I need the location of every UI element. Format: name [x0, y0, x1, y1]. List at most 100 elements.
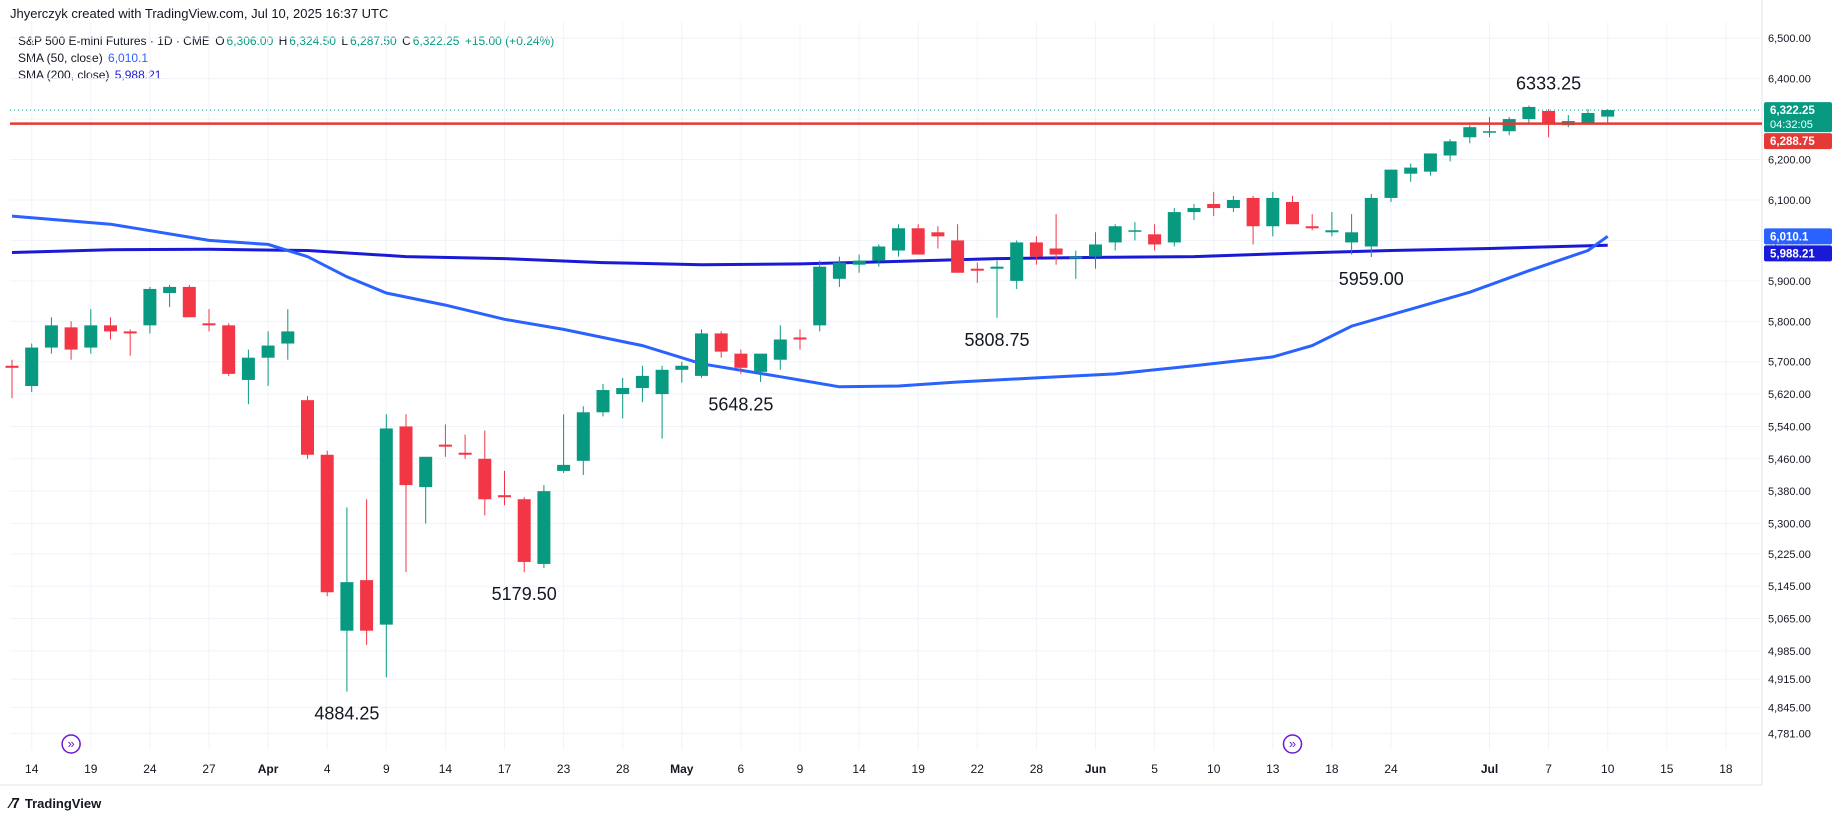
- x-tick-label: 9: [383, 762, 390, 776]
- candle: [537, 485, 551, 568]
- candle: [498, 470, 511, 506]
- candle-body: [931, 232, 945, 237]
- candle: [1108, 224, 1122, 251]
- candle: [458, 434, 472, 459]
- candle: [1266, 191, 1280, 237]
- x-tick-label: 6: [738, 762, 745, 776]
- candle-body: [163, 286, 177, 293]
- candle-body: [399, 426, 413, 486]
- candle: [754, 353, 768, 382]
- candle: [1029, 236, 1043, 265]
- candle-body: [557, 464, 571, 471]
- candle: [379, 414, 393, 678]
- y-tick-label: 6,100.00: [1768, 195, 1811, 207]
- x-tick-label: 24: [1384, 762, 1398, 776]
- candle: [1404, 163, 1418, 182]
- price-annotation: 6333.25: [1516, 74, 1581, 94]
- event-marker-icon: [61, 734, 81, 754]
- price-axis-label: 5,988.21: [1770, 248, 1815, 260]
- candle-body: [320, 454, 334, 593]
- candle-body: [5, 365, 19, 368]
- candle: [1148, 224, 1162, 251]
- candle: [202, 309, 216, 332]
- sma50-line: [11, 214, 1609, 389]
- countdown-label: 04:32:05: [1770, 119, 1813, 131]
- candle-body: [1029, 242, 1043, 257]
- candle: [1226, 195, 1240, 213]
- x-tick-label: Apr: [258, 762, 279, 776]
- candle-body: [1108, 226, 1122, 243]
- candle: [1463, 125, 1477, 144]
- x-tick-label: 14: [25, 762, 39, 776]
- sma200-line: [11, 243, 1608, 267]
- candle-body: [951, 240, 965, 273]
- price-axis-label-bg: [1764, 245, 1832, 262]
- x-tick-label: Jun: [1085, 762, 1106, 776]
- candle-body: [635, 375, 649, 389]
- candle-body: [301, 400, 314, 455]
- x-tick-label: 10: [1207, 762, 1221, 776]
- candle: [104, 317, 117, 340]
- price-annotation: 5959.00: [1339, 269, 1404, 289]
- candle: [419, 456, 433, 524]
- candle-body: [1128, 230, 1142, 232]
- event-marker-circle: [1282, 734, 1303, 754]
- candle-body: [1207, 204, 1221, 209]
- candle-body: [1443, 141, 1457, 156]
- candle-body: [1463, 127, 1477, 138]
- symbol-name[interactable]: S&P 500 E-mini Futures · 1D · CME: [18, 34, 210, 48]
- candle-body: [202, 323, 216, 326]
- candle-body: [616, 388, 630, 395]
- candle: [1581, 108, 1595, 124]
- candle: [714, 331, 728, 358]
- candle: [596, 383, 610, 417]
- candle-body: [872, 246, 886, 261]
- high-label: H: [278, 34, 288, 48]
- candle: [1443, 139, 1457, 162]
- candle: [399, 414, 413, 573]
- price-axis-label: 6,288.75: [1770, 136, 1815, 148]
- sma50-row[interactable]: SMA (50, close) 6,010.1: [18, 50, 556, 67]
- x-tick-label: May: [670, 762, 694, 776]
- candle-body: [84, 325, 98, 348]
- candle-body: [1364, 197, 1378, 247]
- candle-body: [64, 327, 78, 350]
- price-annotation: 5808.75: [964, 330, 1029, 350]
- candle-body: [182, 286, 196, 318]
- candle: [872, 244, 886, 267]
- candle: [1010, 240, 1024, 289]
- x-tick-label: 5: [1151, 762, 1158, 776]
- candle: [1423, 153, 1437, 176]
- price-axis-label: 6,010.1: [1770, 231, 1809, 243]
- candle-body: [537, 491, 551, 564]
- y-tick-label: 4,985.00: [1768, 646, 1811, 658]
- y-tick-label: 5,065.00: [1768, 614, 1811, 626]
- candle-body: [1089, 244, 1102, 257]
- candle: [182, 284, 196, 318]
- y-tick-label: 6,400.00: [1768, 74, 1811, 86]
- candle: [1246, 195, 1260, 245]
- candle: [773, 325, 787, 370]
- x-tick-label: 19: [912, 762, 926, 776]
- candle: [1483, 117, 1496, 138]
- candle: [911, 224, 925, 255]
- candle: [1187, 204, 1201, 221]
- candle-body: [1187, 208, 1201, 213]
- candle: [635, 365, 649, 403]
- candle-body: [1502, 119, 1516, 132]
- high-value: 6,324.50: [289, 34, 336, 48]
- y-tick-label: 5,700.00: [1768, 357, 1811, 369]
- candle-body: [104, 325, 117, 332]
- candle-body: [892, 228, 905, 251]
- y-tick-label: 5,145.00: [1768, 581, 1811, 593]
- candle: [1384, 169, 1398, 202]
- candle: [44, 317, 58, 354]
- candle-body: [793, 337, 807, 340]
- price-axis-label-bg: [1764, 133, 1832, 150]
- price-annotation: 5648.25: [708, 395, 773, 415]
- candle: [1049, 214, 1063, 265]
- tradingview-logo-icon: ⁄7: [10, 795, 20, 812]
- candle-body: [1286, 201, 1299, 225]
- candle-body: [478, 458, 492, 500]
